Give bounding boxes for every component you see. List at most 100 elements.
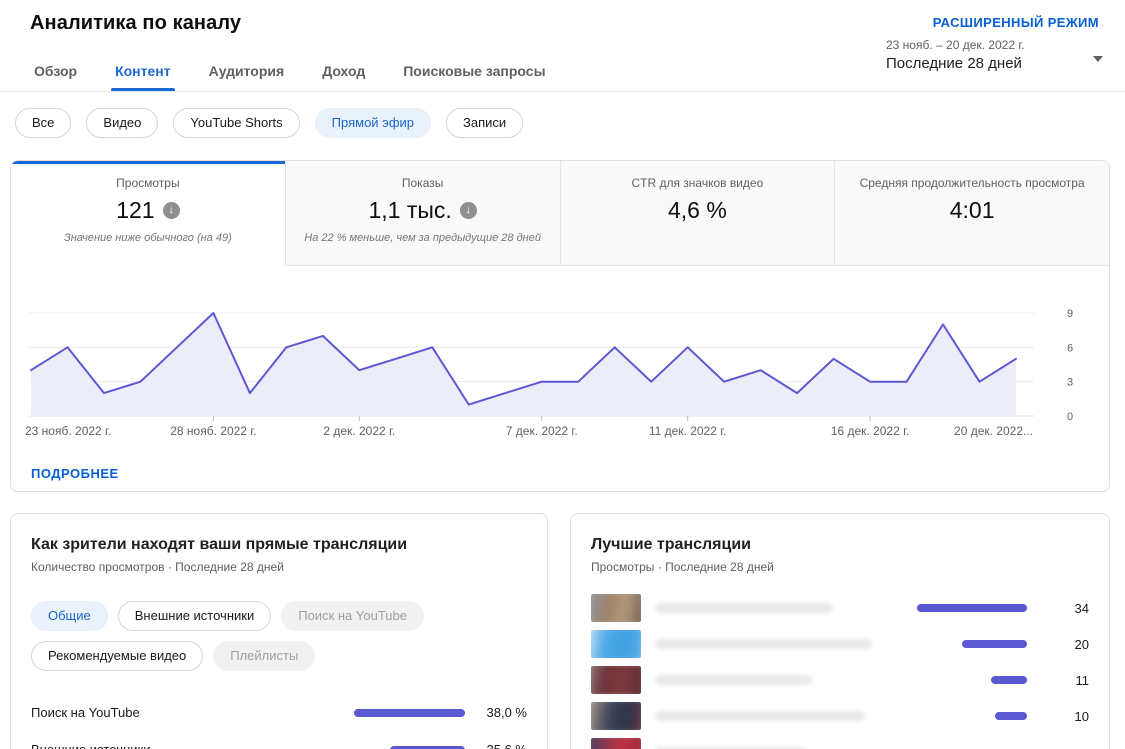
metric-card-средняя[interactable]: Средняя продолжительность просмотра 4:01 bbox=[834, 161, 1109, 266]
metric-label: Просмотры bbox=[116, 176, 180, 190]
discovery-chip-плейлисты[interactable]: Плейлисты bbox=[213, 641, 316, 671]
filter-chip-прямой-эфир[interactable]: Прямой эфир bbox=[314, 108, 432, 138]
discovery-rows: Поиск на YouTube 38,0 % Внешние источники 2… bbox=[31, 694, 527, 749]
stream-views-bar bbox=[962, 640, 1027, 648]
stream-thumbnail bbox=[591, 702, 641, 730]
stream-title-blurred bbox=[655, 639, 872, 649]
traffic-source-bar-zone bbox=[353, 745, 465, 749]
metric-value: 121 ↓ bbox=[11, 197, 285, 224]
stream-thumbnail bbox=[591, 630, 641, 658]
stream-thumbnail bbox=[591, 738, 641, 749]
analytics-tabbar: Обзор Контент Аудитория Доход Поисковые запр… bbox=[0, 56, 1125, 92]
date-preset-text: Последние 28 дней bbox=[886, 55, 1022, 72]
advanced-mode-link[interactable]: РАСШИРЕННЫЙ РЕЖИМ bbox=[932, 15, 1099, 30]
tab-доход[interactable]: Доход bbox=[322, 63, 366, 79]
metric-card-ctr[interactable]: CTR для значков видео 4,6 % bbox=[559, 161, 835, 266]
metric-card-просмотры[interactable]: Просмотры 121 ↓ Значение ниже обычного (на … bbox=[11, 161, 285, 266]
svg-text:11 дек. 2022 г.: 11 дек. 2022 г. bbox=[649, 424, 727, 438]
trend-down-icon: ↓ bbox=[459, 202, 477, 219]
chart-svg: 0 3 6 9 23 нояб. 2022 г. 28 нояб. 2022 г. 2 де… bbox=[25, 308, 1073, 438]
traffic-source-bar-zone bbox=[353, 708, 465, 717]
views-analytics-card: Просмотры 121 ↓ Значение ниже обычного (на … bbox=[10, 160, 1110, 492]
page-title: Аналитика по каналу bbox=[30, 12, 242, 34]
traffic-source-row: Внешние источники 25,6 % bbox=[31, 731, 527, 749]
svg-text:7 дек. 2022 г.: 7 дек. 2022 г. bbox=[506, 424, 578, 438]
metric-label: CTR для значков видео bbox=[631, 176, 764, 190]
top-streams-subtitle: Просмотры · Последние 28 дней bbox=[591, 560, 774, 574]
views-line-chart: 0 3 6 9 23 нояб. 2022 г. 28 нояб. 2022 г. 2 де… bbox=[21, 299, 1109, 454]
discovery-chip-внешние-источники[interactable]: Внешние источники bbox=[117, 601, 272, 631]
svg-text:16 дек. 2022 г.: 16 дек. 2022 г. bbox=[831, 424, 910, 438]
tab-обзор[interactable]: Обзор bbox=[34, 63, 78, 79]
traffic-source-label: Внешние источники bbox=[31, 742, 353, 749]
metric-card-показы[interactable]: Показы 1,1 тыс. ↓ На 22 % меньше, чем за пр… bbox=[284, 161, 560, 266]
stream-bar-zone bbox=[915, 640, 1027, 648]
stream-views-value: 11 bbox=[1075, 672, 1090, 688]
discovery-chip-поиск-на-youtube[interactable]: Поиск на YouTube bbox=[281, 601, 424, 631]
svg-text:0: 0 bbox=[1067, 411, 1073, 423]
trend-down-icon: ↓ bbox=[162, 202, 180, 219]
metric-value: 4,6 % bbox=[667, 197, 727, 223]
traffic-source-row: Поиск на YouTube 38,0 % bbox=[31, 694, 527, 731]
metric-value: 1,1 тыс. ↓ bbox=[286, 197, 560, 224]
stream-views-value: 10 bbox=[1074, 708, 1089, 724]
stream-row[interactable]: 10 bbox=[591, 698, 1089, 734]
discovery-chip-общие[interactable]: Общие bbox=[31, 601, 108, 631]
stream-views-value: 20 bbox=[1074, 636, 1089, 652]
traffic-source-percent: 25,6 % bbox=[465, 742, 527, 749]
discovery-chip-рекомендуемые-видео[interactable]: Рекомендуемые видео bbox=[31, 641, 204, 671]
stream-views-bar bbox=[995, 712, 1027, 720]
svg-text:2 дек. 2022 г.: 2 дек. 2022 г. bbox=[323, 424, 395, 438]
tab-контент[interactable]: Контент bbox=[111, 63, 175, 91]
metric-value: 4:01 bbox=[949, 197, 995, 223]
stream-row[interactable]: 34 bbox=[591, 590, 1089, 626]
discovery-chips: Общие Внешние источники Поиск на YouTube Ре… bbox=[31, 601, 527, 671]
stream-row[interactable] bbox=[591, 734, 1089, 749]
traffic-source-percent: 38,0 % bbox=[486, 705, 527, 720]
traffic-source-label: Поиск на YouTube bbox=[31, 705, 140, 720]
metric-note: Значение ниже обычного (на 49) bbox=[63, 232, 232, 244]
stream-row[interactable]: 11 bbox=[591, 662, 1089, 698]
svg-text:28 нояб. 2022 г.: 28 нояб. 2022 г. bbox=[170, 424, 256, 438]
discovery-title: Как зрители находят ваши прямые трансляц… bbox=[31, 536, 408, 553]
metric-label: Показы bbox=[401, 176, 444, 190]
stream-thumbnail bbox=[591, 594, 641, 622]
traffic-source-bar bbox=[390, 745, 465, 749]
stream-views-bar bbox=[991, 676, 1027, 684]
chevron-down-icon bbox=[1093, 56, 1103, 62]
tab-поисковые-запросы[interactable]: Поисковые запросы bbox=[403, 63, 546, 79]
see-more-link[interactable]: ПОДРОБНЕЕ bbox=[31, 466, 119, 481]
stream-title-blurred bbox=[655, 603, 833, 613]
top-streams-title: Лучшие трансляции bbox=[591, 536, 752, 553]
filter-chip-записи[interactable]: Записи bbox=[446, 108, 524, 138]
tab-аудитория[interactable]: Аудитория bbox=[208, 63, 285, 79]
stream-bar-zone bbox=[915, 676, 1027, 684]
stream-bar-zone bbox=[915, 604, 1027, 612]
svg-text:23 нояб. 2022 г.: 23 нояб. 2022 г. bbox=[25, 424, 111, 438]
svg-text:3: 3 bbox=[1067, 377, 1073, 389]
date-range-picker[interactable]: 23 нояб. – 20 дек. 2022 г. Последние 28 … bbox=[886, 38, 1103, 84]
stream-thumbnail bbox=[591, 666, 641, 694]
top-streams-card: Лучшие трансляции Просмотры · Последние … bbox=[570, 513, 1110, 749]
filter-chip-все[interactable]: Все bbox=[15, 108, 72, 138]
stream-title-blurred bbox=[655, 675, 812, 685]
stream-row[interactable]: 20 bbox=[591, 626, 1089, 662]
svg-text:20 дек. 2022...: 20 дек. 2022... bbox=[954, 424, 1033, 438]
filter-chip-youtube-shorts[interactable]: YouTube Shorts bbox=[173, 108, 300, 138]
stream-views-bar bbox=[917, 604, 1027, 612]
filter-chip-видео[interactable]: Видео bbox=[86, 108, 159, 138]
metric-tabs: Просмотры 121 ↓ Значение ниже обычного (на … bbox=[11, 161, 1109, 266]
svg-text:9: 9 bbox=[1067, 308, 1073, 320]
discovery-subtitle: Количество просмотров · Последние 28 дне… bbox=[31, 560, 284, 574]
stream-title-blurred bbox=[655, 747, 805, 749]
stream-bar-zone bbox=[915, 712, 1027, 720]
stream-title-blurred bbox=[655, 711, 865, 721]
metric-label: Средняя продолжительность просмотра bbox=[859, 176, 1085, 190]
traffic-source-bar bbox=[354, 708, 465, 717]
stream-views-value: 34 bbox=[1074, 600, 1089, 616]
svg-text:6: 6 bbox=[1067, 342, 1073, 354]
date-range-text: 23 нояб. – 20 дек. 2022 г. bbox=[886, 38, 1025, 52]
top-streams-rows: 34 20 11 10 bbox=[591, 590, 1089, 749]
discovery-card: Как зрители находят ваши прямые трансляц… bbox=[10, 513, 548, 749]
content-filter-chips: Все Видео YouTube Shorts Прямой эфир Записи bbox=[15, 108, 524, 138]
